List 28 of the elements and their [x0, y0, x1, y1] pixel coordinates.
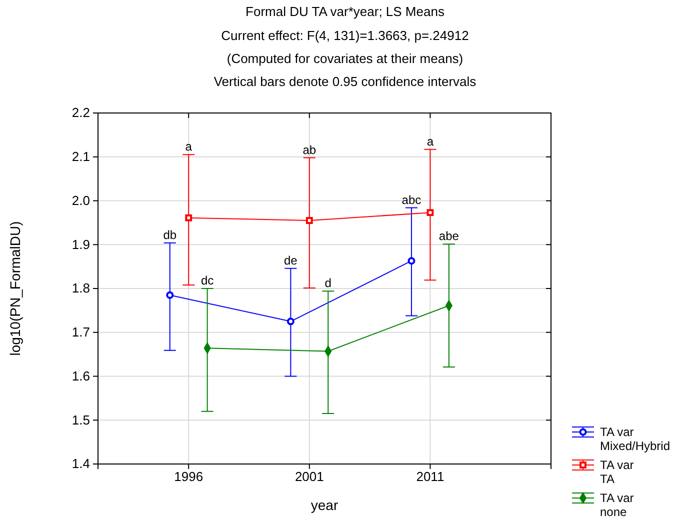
legend-label: TA var Mixed/Hybrid	[600, 425, 670, 453]
chart-title: Formal DU TA var*year; LS Means	[246, 4, 445, 19]
annotation: abe	[438, 229, 460, 244]
y-tick-label: 1.9	[72, 236, 90, 252]
x-tick-label: 2001	[294, 469, 324, 484]
x-axis-title: year	[310, 497, 338, 513]
legend-label: TA var none	[600, 491, 634, 519]
annotation: a	[426, 134, 434, 148]
y-tick-label: 1.6	[72, 368, 90, 384]
y-tick-label: 1.8	[72, 280, 90, 296]
y-tick-label: 1.7	[72, 324, 90, 340]
y-tick-label: 2.2	[72, 105, 90, 120]
y-tick-label: 2.0	[72, 192, 90, 208]
y-tick-label: 2.1	[72, 149, 90, 164]
chart-subtitle: Current effect: F(4, 131)=1.3663, p=.24912 (Computed for covariates at their means) Vertical bars denote 0.95 confidence intervals	[214, 28, 477, 89]
annotation: db	[163, 228, 177, 242]
annotation: a	[185, 140, 192, 154]
y-tick-label: 1.4	[72, 456, 90, 472]
y-tick-label: 1.5	[72, 412, 90, 428]
y-axis-title: log10(PN_FormalDU)	[7, 221, 23, 356]
x-tick-label: 2011	[416, 469, 444, 484]
annotation: dc	[200, 274, 214, 288]
annotation: de	[284, 253, 298, 268]
annotation: abc	[402, 192, 422, 207]
annotation: d	[324, 276, 332, 290]
x-tick-label: 1996	[174, 469, 204, 484]
annotation: ab	[302, 142, 316, 157]
legend-label: TA var TA	[600, 458, 634, 486]
